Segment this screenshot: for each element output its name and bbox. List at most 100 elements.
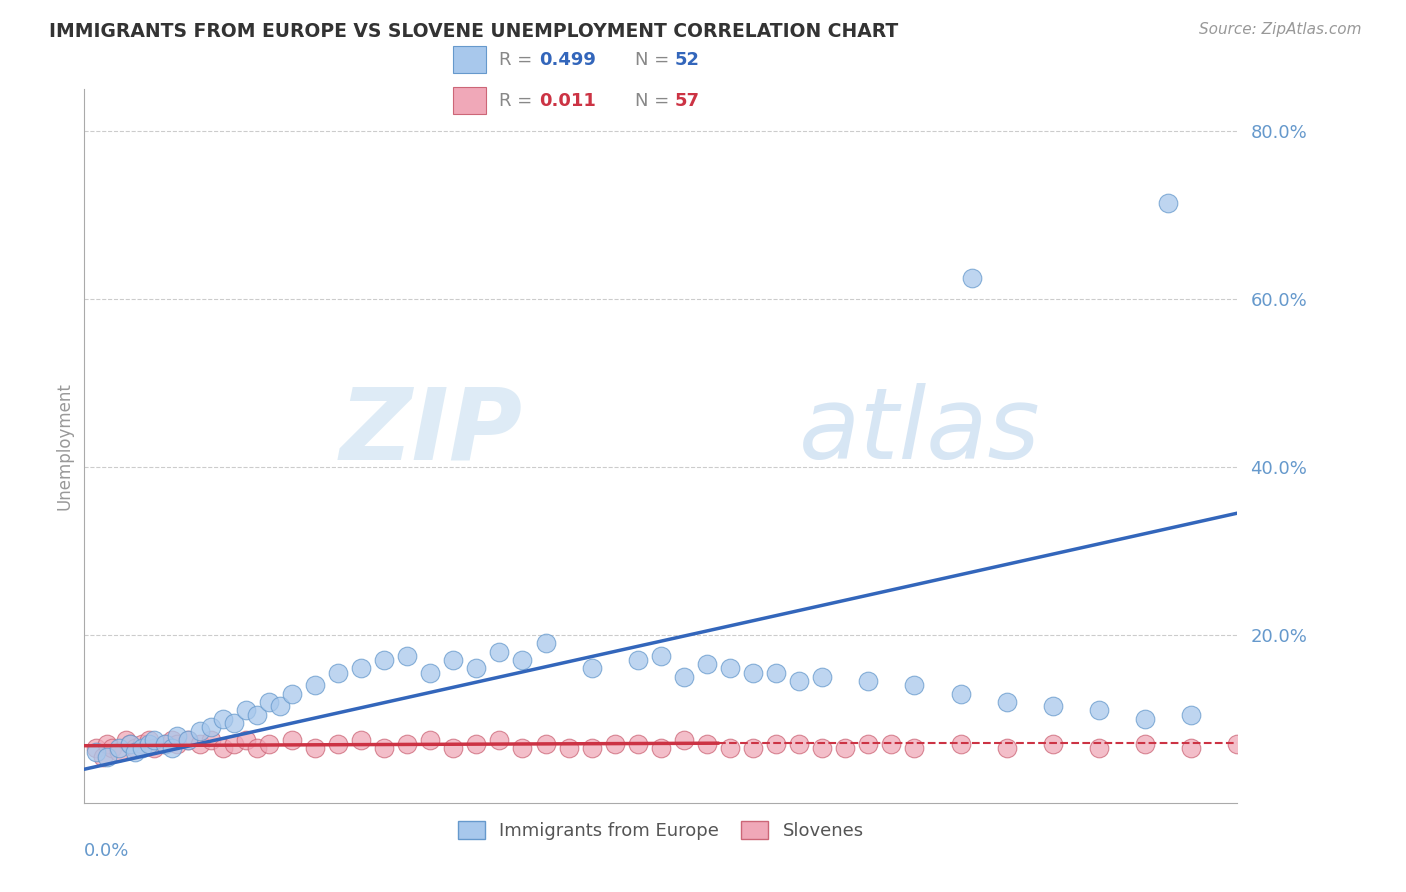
Point [581, 661, 603, 675]
Point [787, 674, 810, 689]
Point [84, 746, 107, 760]
Point [1042, 737, 1064, 751]
Point [246, 707, 269, 722]
Point [326, 665, 349, 680]
Point [787, 737, 810, 751]
Point [1180, 741, 1202, 756]
Point [742, 741, 765, 756]
Legend: Immigrants from Europe, Slovenes: Immigrants from Europe, Slovenes [451, 814, 870, 847]
Point [211, 741, 233, 756]
Point [512, 653, 534, 667]
Point [581, 741, 603, 756]
Point [396, 737, 419, 751]
Point [858, 737, 880, 751]
Point [765, 737, 787, 751]
Point [304, 741, 326, 756]
Point [650, 741, 672, 756]
Point [995, 741, 1018, 756]
Point [534, 636, 557, 650]
Point [115, 732, 138, 747]
Point [131, 737, 153, 751]
Point [101, 741, 124, 756]
Point [811, 741, 834, 756]
Point [512, 741, 534, 756]
Text: N =: N = [634, 51, 669, 69]
Point [281, 732, 304, 747]
Text: 57: 57 [675, 92, 699, 110]
FancyBboxPatch shape [453, 46, 486, 73]
Text: R =: R = [499, 92, 533, 110]
Y-axis label: Unemployment: Unemployment [55, 382, 73, 510]
Point [188, 737, 211, 751]
Point [138, 732, 160, 747]
Point [142, 732, 165, 747]
Point [742, 665, 765, 680]
Point [396, 648, 419, 663]
Point [108, 746, 131, 760]
Text: 0.499: 0.499 [538, 51, 596, 69]
Point [696, 737, 718, 751]
Point [650, 648, 672, 663]
Point [696, 657, 718, 672]
Point [465, 737, 488, 751]
Point [235, 732, 257, 747]
Point [177, 732, 200, 747]
Point [441, 653, 464, 667]
Point [257, 737, 280, 751]
Point [811, 670, 834, 684]
Point [672, 670, 695, 684]
Point [124, 746, 146, 760]
Point [246, 741, 269, 756]
Text: 0.0%: 0.0% [84, 842, 129, 860]
Point [166, 729, 188, 743]
Point [834, 741, 856, 756]
Point [419, 732, 441, 747]
Point [903, 741, 925, 756]
Point [488, 645, 510, 659]
Point [200, 732, 222, 747]
Text: 52: 52 [675, 51, 699, 69]
Text: ZIP: ZIP [339, 384, 523, 480]
Point [765, 665, 787, 680]
Point [603, 737, 626, 751]
Point [160, 732, 183, 747]
Point [373, 741, 395, 756]
Text: IMMIGRANTS FROM EUROPE VS SLOVENE UNEMPLOYMENT CORRELATION CHART: IMMIGRANTS FROM EUROPE VS SLOVENE UNEMPL… [49, 22, 898, 41]
Point [880, 737, 903, 751]
Point [153, 737, 176, 751]
Point [672, 732, 695, 747]
Point [200, 720, 222, 734]
Point [124, 741, 146, 756]
Text: atlas: atlas [799, 384, 1040, 480]
Point [177, 732, 200, 747]
Point [488, 732, 510, 747]
Point [534, 737, 557, 751]
Point [557, 741, 579, 756]
Point [903, 678, 925, 692]
Point [995, 695, 1018, 709]
Point [960, 271, 983, 285]
Point [224, 737, 246, 751]
Text: N =: N = [634, 92, 669, 110]
Point [627, 653, 650, 667]
Point [281, 687, 304, 701]
Point [120, 737, 142, 751]
Point [269, 699, 291, 714]
Text: Source: ZipAtlas.com: Source: ZipAtlas.com [1198, 22, 1361, 37]
Point [1042, 699, 1064, 714]
Point [96, 737, 118, 751]
Point [166, 737, 188, 751]
Point [96, 749, 118, 764]
Point [858, 674, 880, 689]
Point [441, 741, 464, 756]
Point [1088, 741, 1111, 756]
Point [211, 712, 233, 726]
Point [188, 724, 211, 739]
Point [1133, 737, 1156, 751]
Point [153, 737, 176, 751]
Point [138, 737, 160, 751]
Point [718, 661, 741, 675]
Point [350, 732, 373, 747]
Point [304, 678, 326, 692]
Point [257, 695, 280, 709]
